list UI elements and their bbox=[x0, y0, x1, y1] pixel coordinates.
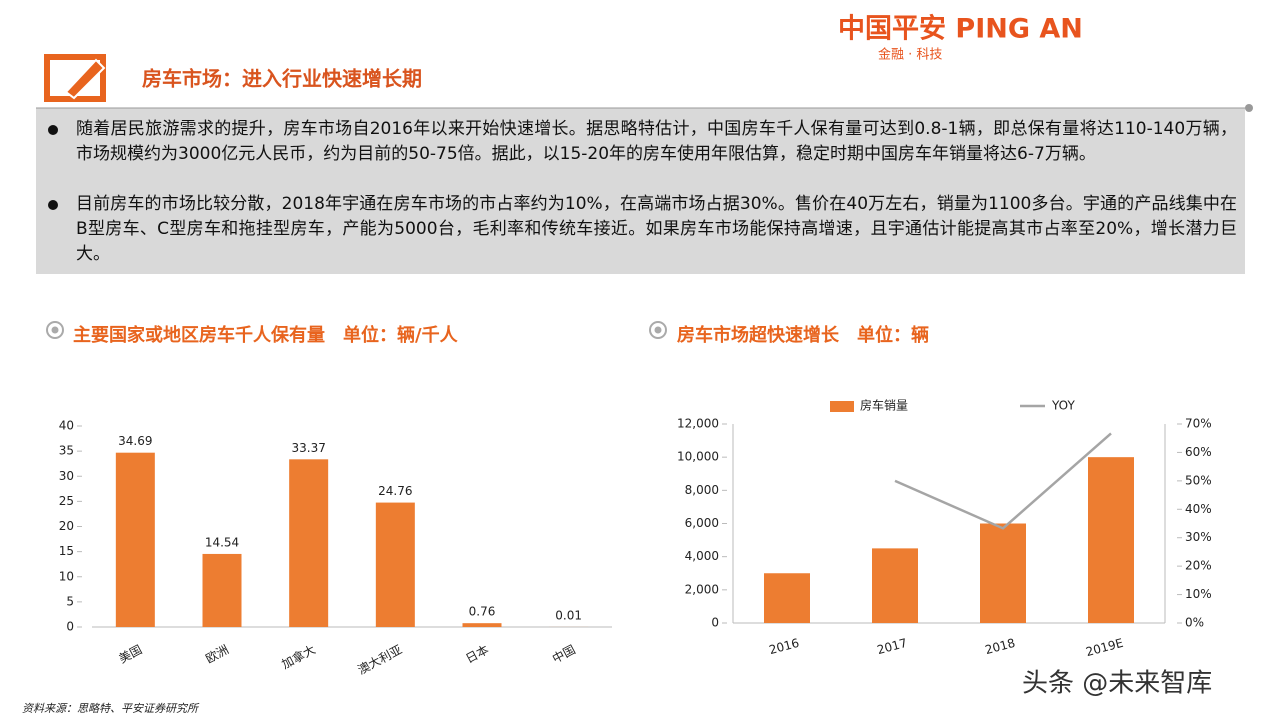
source: 资料来源：思略特、平安证券研究所 bbox=[22, 702, 200, 715]
data-label: 33.37 bbox=[291, 441, 325, 455]
y-tick-label: 5 bbox=[66, 594, 74, 608]
data-label: 24.76 bbox=[378, 484, 412, 498]
section-icon bbox=[46, 321, 64, 339]
rule-dot bbox=[1245, 104, 1253, 112]
data-label: 0.01 bbox=[555, 608, 582, 622]
data-label: 0.76 bbox=[469, 605, 496, 619]
x-tick-label: 加拿大 bbox=[279, 641, 318, 671]
y-tick-label: 40 bbox=[59, 419, 74, 433]
y-tick-label: 0 bbox=[711, 616, 719, 630]
x-tick-label: 欧洲 bbox=[203, 642, 231, 666]
y-tick-label: 50% bbox=[1185, 473, 1212, 487]
x-tick-label: 日本 bbox=[463, 642, 491, 666]
bar bbox=[872, 548, 918, 623]
y-tick-label: 20 bbox=[59, 519, 74, 533]
legend-label: 房车销量 bbox=[860, 398, 908, 413]
chart-title: 房车市场超快速增长 单位：辆 bbox=[677, 324, 929, 346]
slide-title: 房车市场：进入行业快速增长期 bbox=[142, 67, 422, 91]
x-tick-label: 2016 bbox=[768, 636, 801, 657]
bar bbox=[980, 523, 1026, 623]
x-tick-label: 2018 bbox=[984, 636, 1017, 657]
section-icon bbox=[649, 321, 667, 339]
data-label: 14.54 bbox=[205, 535, 239, 549]
logo: 中国平安 PING AN bbox=[838, 14, 1083, 45]
x-tick-label: 美国 bbox=[117, 642, 145, 666]
y-tick-label: 10 bbox=[59, 569, 74, 583]
summary-box bbox=[36, 108, 1245, 274]
y-tick-label: 8,000 bbox=[685, 483, 719, 497]
x-tick-label: 2019E bbox=[1084, 636, 1124, 659]
y-tick-label: 35 bbox=[59, 444, 74, 458]
line bbox=[894, 432, 1112, 530]
legend-swatch bbox=[830, 401, 854, 412]
bar bbox=[115, 452, 155, 627]
data-label: 34.69 bbox=[118, 434, 152, 448]
bar bbox=[1088, 457, 1134, 623]
bar bbox=[289, 459, 329, 627]
y-tick-label: 30 bbox=[59, 469, 74, 483]
y-tick-label: 0 bbox=[66, 620, 74, 634]
y-tick-label: 70% bbox=[1185, 417, 1212, 431]
x-tick-label: 2017 bbox=[876, 636, 909, 657]
y-tick-label: 30% bbox=[1185, 530, 1212, 544]
y-tick-label: 10% bbox=[1185, 587, 1212, 601]
y-tick-label: 4,000 bbox=[685, 549, 719, 563]
y-tick-label: 0% bbox=[1185, 616, 1204, 630]
y-tick-label: 60% bbox=[1185, 445, 1212, 459]
y-tick-label: 20% bbox=[1185, 559, 1212, 573]
logo-sub: 金融 · 科技 bbox=[878, 47, 942, 63]
watermark: 头条 @未来智库 bbox=[1022, 669, 1212, 699]
y-tick-label: 12,000 bbox=[677, 417, 719, 431]
y-tick-label: 2,000 bbox=[685, 582, 719, 596]
y-tick-label: 15 bbox=[59, 544, 74, 558]
chart-title: 主要国家或地区房车千人保有量 单位：辆/千人 bbox=[73, 324, 459, 346]
bullet: 目前房车的市场比较分散，2018年宇通在房车市场的市占率约为10%，在高端市场占… bbox=[42, 192, 1237, 267]
x-tick-label: 中国 bbox=[549, 641, 577, 666]
legend-label: YOY bbox=[1051, 399, 1075, 413]
bar bbox=[764, 573, 810, 623]
y-tick-label: 25 bbox=[59, 494, 74, 508]
bar bbox=[375, 502, 415, 627]
y-tick-label: 40% bbox=[1185, 502, 1212, 516]
bullet: 随着居民旅游需求的提升，房车市场自2016年以来开始快速增长。据思略特估计，中国… bbox=[42, 117, 1237, 167]
x-tick-label: 澳大利亚 bbox=[355, 642, 404, 677]
pencil-icon bbox=[44, 54, 106, 102]
bar bbox=[202, 553, 242, 627]
y-tick-label: 10,000 bbox=[677, 450, 719, 464]
y-tick-label: 6,000 bbox=[685, 516, 719, 530]
bar bbox=[462, 623, 502, 627]
